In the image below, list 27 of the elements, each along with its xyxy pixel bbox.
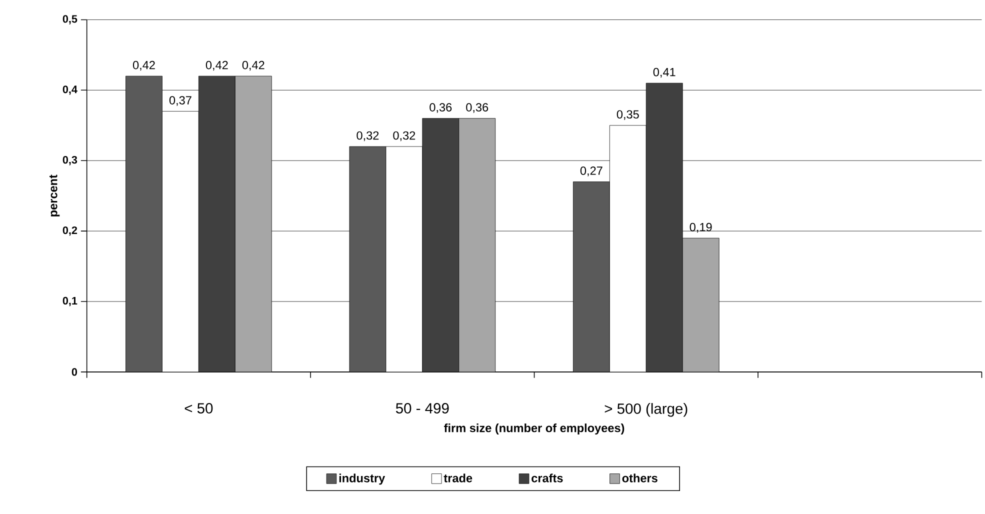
data-label: 0,42: [242, 60, 264, 71]
x-tick-label: < 50: [184, 403, 213, 414]
data-label: 0,41: [653, 68, 676, 78]
data-label: 0,19: [690, 222, 712, 233]
y-tick-label: 0,3: [62, 156, 78, 166]
y-tick-label: 0,4: [62, 86, 78, 95]
y-tick-label: 0: [72, 368, 78, 376]
data-label: 0,32: [356, 131, 379, 142]
data-label: 0,42: [206, 60, 228, 71]
data-label: 0,36: [466, 103, 488, 113]
legend-label: trade: [444, 474, 472, 482]
data-label: 0,36: [430, 103, 452, 113]
y-tick-label: 0,2: [62, 226, 78, 236]
y-axis-title: percent: [49, 174, 60, 216]
x-axis-title: firm size (number of employees): [444, 424, 624, 435]
legend-label: industry: [339, 474, 386, 485]
data-label: 0,32: [393, 131, 416, 142]
data-label: 0,37: [169, 96, 192, 106]
legend-label: others: [622, 474, 658, 482]
legend-label: crafts: [532, 474, 563, 482]
data-label: 0,42: [132, 60, 155, 71]
x-tick-label: 50 - 499: [396, 403, 449, 414]
data-label: 0,35: [616, 110, 639, 120]
y-tick-label: 0,5: [62, 15, 78, 24]
y-tick-label: 0,1: [62, 296, 78, 306]
x-tick-label: > 500 (large): [604, 403, 688, 417]
data-label: 0,27: [580, 166, 602, 176]
